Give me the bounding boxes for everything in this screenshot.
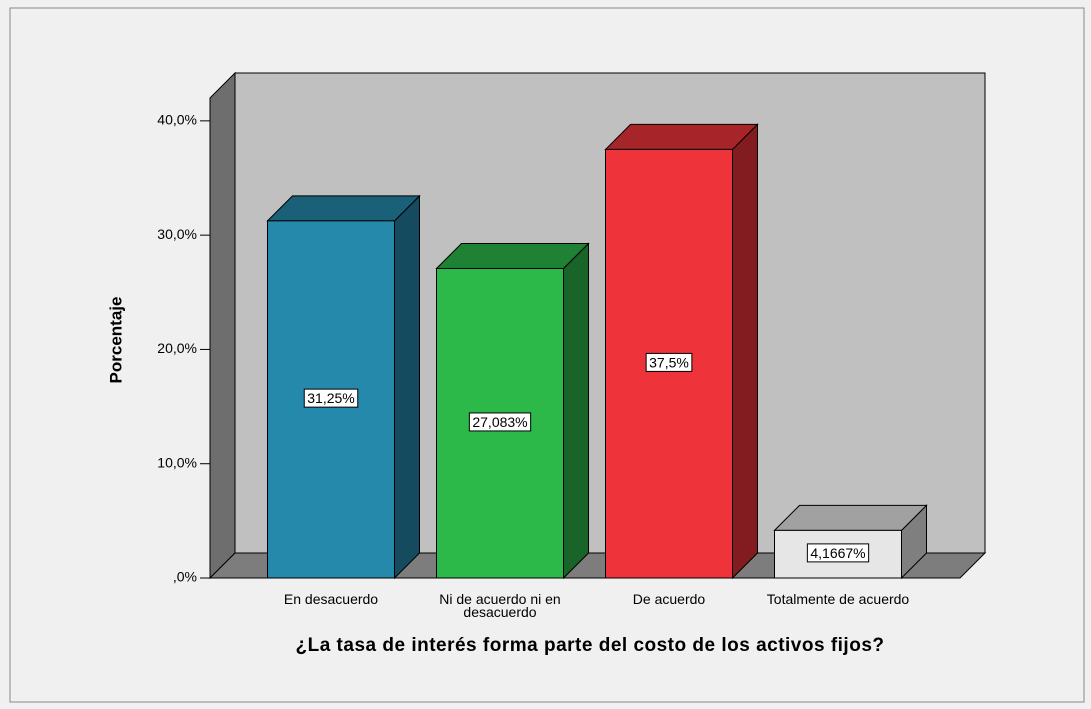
value-label: 37,5%	[649, 354, 689, 370]
value-label-box	[468, 412, 532, 432]
bar-top	[266, 195, 421, 222]
bar-top	[604, 123, 759, 150]
y-tick-label: 40,0%	[157, 112, 197, 128]
bar-top	[773, 504, 928, 531]
y-tick-label: 20,0%	[157, 340, 197, 356]
side-wall	[209, 71, 236, 580]
value-label: 4,1667%	[810, 545, 865, 561]
y-axis-title: Porcentaje	[106, 297, 125, 384]
value-label: 31,25%	[307, 390, 354, 406]
x-tick-label: De acuerdo	[632, 591, 706, 607]
bar-side	[732, 123, 758, 580]
bar-side	[394, 194, 420, 580]
x-tick-label: Totalmente de acuerdo	[766, 591, 910, 607]
y-tick-label: 10,0%	[157, 454, 197, 470]
y-tick-label: 30,0%	[157, 226, 197, 242]
value-label-box	[806, 543, 870, 563]
x-axis-title: ¿La tasa de interés forma parte del cost…	[295, 635, 885, 656]
x-tick-label: En desacuerdo	[283, 591, 379, 607]
value-label-box	[645, 352, 693, 372]
bar-side	[563, 242, 589, 580]
bar-top	[435, 242, 590, 269]
x-tick-label: Ni de acuerdo ni en desacuerdo	[439, 591, 561, 620]
value-label: 27,083%	[472, 414, 527, 430]
y-tick-label: ,0%	[173, 569, 197, 585]
value-label-box	[303, 388, 359, 408]
